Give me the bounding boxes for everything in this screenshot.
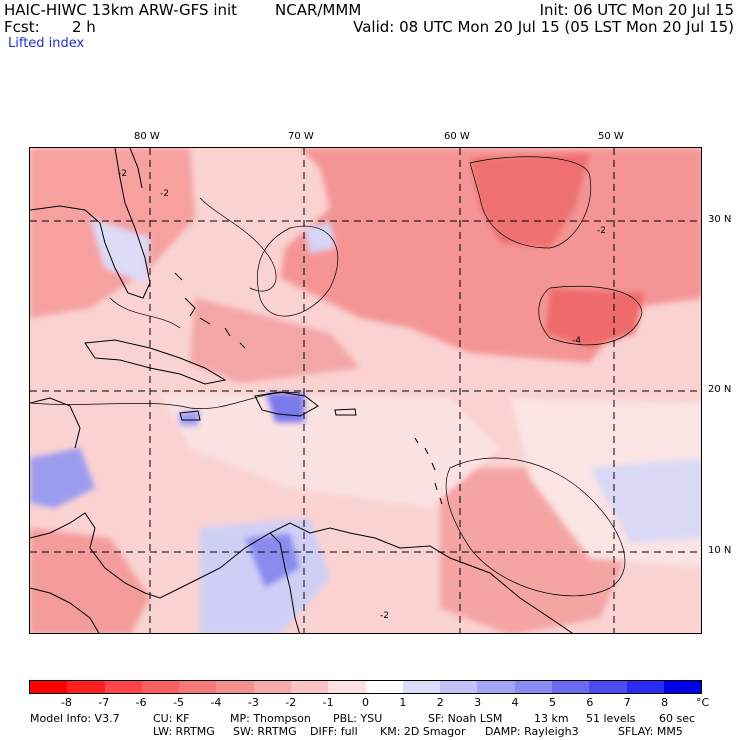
model-title: HAIC-HIWC 13km ARW-GFS init [4, 1, 238, 19]
diff-scheme: DIFF: full [310, 725, 358, 738]
colorbar-swatch [514, 681, 552, 693]
field-name: Lifted index [8, 36, 85, 51]
contour-label: -4 [572, 336, 581, 346]
colorbar-unit: °C [696, 696, 710, 709]
colorbar-tick-label: -7 [98, 696, 110, 709]
contour-label: -2 [597, 226, 606, 236]
cu-scheme: CU: KF [153, 712, 190, 725]
map-svg: -2 -2 -2 -2 -4 [30, 148, 701, 633]
model-info: Model Info: V3.7 [30, 712, 120, 725]
colorbar-tick-label: -8 [60, 696, 72, 709]
colorbar-swatch [328, 681, 366, 693]
colorbar-swatch [626, 681, 664, 693]
lon-label: 80 W [134, 131, 160, 142]
coastlines [30, 148, 573, 633]
lw-scheme: LW: RRTMG [153, 725, 215, 738]
colorbar-swatch [67, 681, 105, 693]
colorbar-swatch [141, 681, 180, 693]
colorbar-swatch [365, 681, 403, 693]
graticule [30, 148, 701, 633]
lat-label: 30 N [708, 214, 732, 225]
colorbar-swatch [216, 681, 254, 693]
lon-label: 60 W [444, 131, 470, 142]
sw-scheme: SW: RRTMG [233, 725, 297, 738]
time-step: 60 sec [659, 712, 696, 725]
colorbar-tick-label: 7 [623, 696, 631, 709]
contour-label: -2 [118, 169, 127, 179]
map-panel[interactable]: -2 -2 -2 -2 -4 [29, 147, 702, 634]
colorbar-tick-label: 5 [548, 696, 556, 709]
colorbar-tick-label: -6 [135, 696, 147, 709]
lat-label: 20 N [708, 384, 732, 395]
fcst-value: 2 h [72, 18, 96, 36]
colorbar-swatch [290, 681, 329, 693]
colorbar-tick-label: 8 [661, 696, 669, 709]
contour-label: -2 [380, 611, 389, 621]
sflay-scheme: SFLAY: MM5 [618, 725, 683, 738]
colorbar-tick-label: 3 [474, 696, 482, 709]
pbl-scheme: PBL: YSU [333, 712, 383, 725]
colorbar-swatch [402, 681, 441, 693]
colorbar-tick-label: -5 [173, 696, 185, 709]
fcst-label: Fcst: [4, 18, 40, 36]
colorbar-swatch [104, 681, 142, 693]
colorbar-tick-label: 4 [511, 696, 519, 709]
colorbar-tick-label: 1 [399, 696, 407, 709]
colorbar-swatch [440, 681, 478, 693]
lon-label: 70 W [288, 131, 314, 142]
org-label: NCAR/MMM [275, 1, 362, 19]
vertical-levels: 51 levels [586, 712, 636, 725]
colorbar-swatch [253, 681, 291, 693]
colorbar-tick-label: 2 [436, 696, 444, 709]
damp-scheme: DAMP: Rayleigh3 [485, 725, 579, 738]
lat-label: 10 N [708, 545, 732, 556]
colorbar-tick-label: -3 [247, 696, 259, 709]
colorbar-swatch [551, 681, 590, 693]
colorbar-swatch [179, 681, 217, 693]
mp-scheme: MP: Thompson [230, 712, 311, 725]
colorbar-tick-label: -1 [322, 696, 334, 709]
colorbar-swatch [477, 681, 515, 693]
colorbar-swatch [30, 681, 68, 693]
colorbar-swatch [589, 681, 627, 693]
grid-spacing: 13 km [534, 712, 569, 725]
colorbar-tick-label: 6 [586, 696, 594, 709]
valid-time: Valid: 08 UTC Mon 20 Jul 15 (05 LST Mon … [353, 18, 734, 36]
km-scheme: KM: 2D Smagor [380, 725, 466, 738]
init-time: Init: 06 UTC Mon 20 Jul 15 [539, 1, 734, 19]
field-shading [30, 148, 701, 633]
colorbar-tick-label: -4 [210, 696, 222, 709]
contour-label: -2 [160, 189, 169, 199]
sf-scheme: SF: Noah LSM [428, 712, 503, 725]
colorbar-swatch [663, 681, 702, 693]
colorbar [29, 680, 702, 694]
colorbar-tick-label: 0 [362, 696, 369, 709]
lon-label: 50 W [598, 131, 624, 142]
colorbar-tick-label: -2 [285, 696, 297, 709]
